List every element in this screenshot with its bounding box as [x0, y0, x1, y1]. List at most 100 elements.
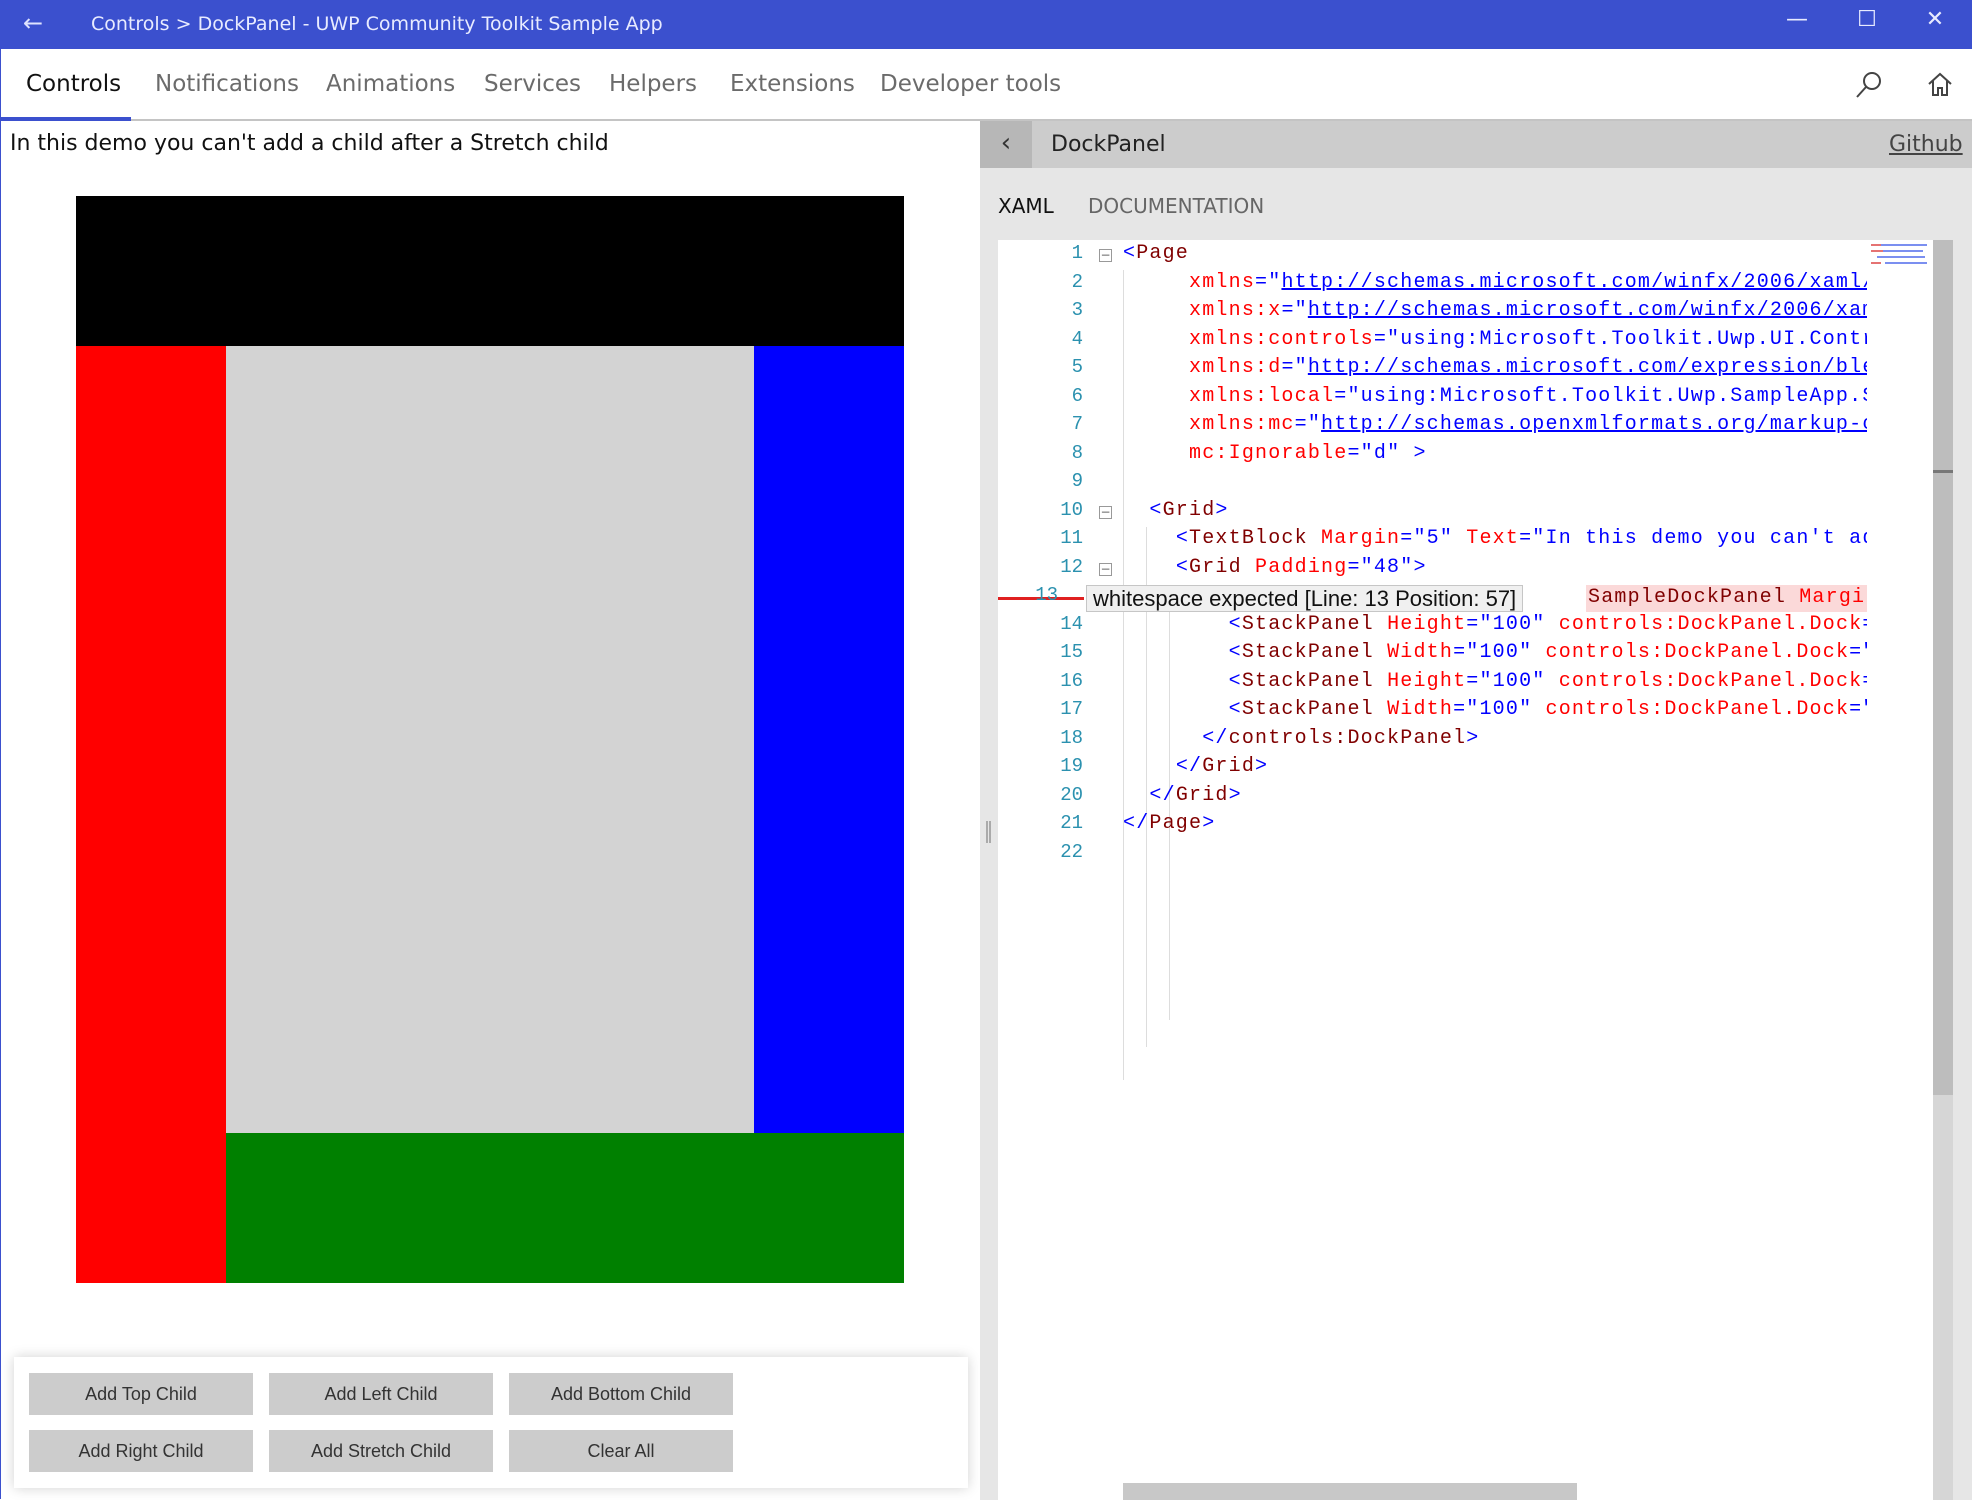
dock-stretch-panel — [226, 346, 754, 1133]
code-token: http://schemas.microsoft.com/winfx/2006/… — [1281, 270, 1867, 294]
code-token: < — [1175, 555, 1190, 579]
add-bottom-child-button[interactable]: Add Bottom Child — [509, 1373, 733, 1415]
close-icon[interactable]: ✕ — [1925, 7, 1945, 32]
code-token: > — [1202, 812, 1216, 835]
code-token: 100 — [1492, 669, 1533, 693]
code-token: 100 — [1479, 698, 1520, 721]
code-token — [1123, 527, 1176, 550]
indent-guide — [1146, 527, 1147, 1047]
line-number: 3 — [1071, 299, 1083, 321]
code-line: <StackPanel Height="100" controls:DockPa… — [1123, 613, 1867, 636]
line-number: 11 — [1060, 527, 1083, 549]
github-link[interactable]: Github — [1889, 132, 1963, 157]
code-line: <Grid> — [1123, 499, 1867, 522]
code-token: controls:DockPanel.Dock — [1558, 669, 1863, 693]
code-line: </Grid> — [1123, 784, 1867, 807]
code-token: StackPanel — [1241, 669, 1388, 693]
code-token — [1123, 499, 1149, 522]
add-stretch-child-button[interactable]: Add Stretch Child — [269, 1430, 493, 1472]
line-number: 2 — [1071, 270, 1083, 293]
code-token: </ — [1123, 812, 1150, 835]
sample-title: DockPanel — [1051, 132, 1166, 157]
code-token: d — [1373, 441, 1388, 465]
tab-animations[interactable]: Animations — [326, 71, 456, 97]
tab-notifications[interactable]: Notifications — [155, 71, 299, 97]
code-token: Page — [1136, 242, 1190, 265]
tab-services[interactable]: Services — [484, 71, 581, 97]
code-token: =" — [1849, 641, 1867, 664]
code-token: Margin — [1799, 586, 1867, 609]
code-token: =" — [1862, 670, 1867, 693]
tab-controls[interactable]: Controls — [26, 71, 122, 97]
code-token: xmlns:d — [1189, 356, 1282, 379]
code-line: </Grid> — [1123, 755, 1867, 778]
button-panel: Add Top Child Add Left Child Add Bottom … — [14, 1357, 968, 1488]
back-arrow-icon[interactable]: ← — [23, 9, 44, 37]
code-token: Width — [1387, 641, 1454, 664]
code-token: xmlns:x — [1189, 299, 1282, 322]
vertical-scroll-thumb[interactable] — [1933, 240, 1953, 1095]
search-icon[interactable] — [1855, 71, 1883, 99]
xaml-editor[interactable]: 1− <Page 2 xmlns="http://schemas.microsoft… — [998, 240, 1933, 1500]
code-token — [1123, 442, 1189, 465]
code-token: 5 — [1426, 527, 1440, 550]
demo-pane: In this demo you can't add a child after… — [1, 121, 980, 1500]
dock-bottom-panel — [226, 1133, 904, 1283]
code-token: < — [1175, 527, 1190, 550]
code-token: 100 — [1492, 612, 1533, 636]
code-token: Page — [1149, 812, 1203, 835]
code-token: Grid — [1189, 555, 1256, 579]
code-token: mc:Ignorable — [1189, 441, 1348, 465]
code-token: > — [1228, 783, 1242, 807]
fold-toggle-icon[interactable]: − — [1099, 561, 1112, 576]
pane-splitter[interactable] — [980, 121, 998, 1500]
sample-header: ‹ DockPanel Github — [980, 121, 1972, 168]
add-right-child-button[interactable]: Add Right Child — [29, 1430, 253, 1472]
code-token — [1123, 413, 1189, 436]
code-line: xmlns:local="using:Microsoft.Toolkit.Uwp… — [1123, 385, 1867, 408]
horizontal-scroll-thumb[interactable] — [1123, 1483, 1577, 1500]
code-token: using:Microsoft.Toolkit.Uwp.UI.Controls — [1400, 327, 1867, 351]
code-token: =" — [1294, 413, 1322, 436]
code-token: StackPanel — [1241, 641, 1388, 664]
code-token: </ — [1149, 783, 1176, 807]
code-line: xmlns:mc="http://schemas.openxmlformats.… — [1123, 413, 1867, 436]
tab-extensions[interactable]: Extensions — [730, 71, 855, 97]
add-left-child-button[interactable]: Add Left Child — [269, 1373, 493, 1415]
tab-documentation[interactable]: DOCUMENTATION — [1088, 194, 1265, 218]
line-number: 14 — [1060, 612, 1083, 635]
maximize-icon[interactable]: ☐ — [1857, 7, 1877, 32]
fold-toggle-icon[interactable]: − — [1099, 248, 1112, 262]
fold-toggle-icon[interactable]: − — [1099, 504, 1112, 519]
code-line: <StackPanel Width="100" controls:DockPan… — [1123, 698, 1867, 721]
clear-all-button[interactable]: Clear All — [509, 1430, 733, 1472]
line-number: 1 — [1071, 242, 1083, 264]
code-token: " — [1532, 669, 1559, 693]
code-token: StackPanel — [1241, 698, 1388, 721]
code-token: xmlns — [1189, 270, 1256, 294]
code-line: xmlns:d="http://schemas.microsoft.com/ex… — [1123, 356, 1867, 379]
dock-left-panel — [76, 346, 226, 1283]
error-tooltip: whitespace expected [Line: 13 Position: … — [1086, 585, 1524, 612]
add-top-child-button[interactable]: Add Top Child — [29, 1373, 253, 1415]
code-token: =" — [1334, 384, 1361, 408]
code-token: controls:DockPanel.Dock — [1545, 698, 1850, 721]
top-nav: Controls Notifications Animations Servic… — [1, 49, 1972, 121]
code-minimap[interactable] — [1867, 240, 1933, 300]
indent-guide — [1123, 270, 1124, 1080]
tab-developer-tools[interactable]: Developer tools — [880, 71, 1062, 97]
sample-tabs: XAML DOCUMENTATION — [980, 168, 1972, 240]
code-token: =" — [1466, 669, 1493, 693]
tab-helpers[interactable]: Helpers — [609, 71, 698, 97]
code-token: =" — [1255, 270, 1282, 294]
line-number: 22 — [1060, 840, 1083, 863]
tab-xaml[interactable]: XAML — [998, 194, 1054, 218]
splitter-grip-icon[interactable] — [986, 821, 991, 843]
home-icon[interactable] — [1927, 71, 1953, 97]
code-token: > — [1215, 498, 1229, 522]
code-token: > — [1255, 755, 1269, 778]
code-token: xmlns:controls — [1189, 327, 1374, 351]
chevron-left-icon[interactable]: ‹ — [980, 121, 1032, 168]
minimize-icon[interactable]: — — [1786, 7, 1808, 32]
code-token: =" — [1453, 698, 1480, 721]
